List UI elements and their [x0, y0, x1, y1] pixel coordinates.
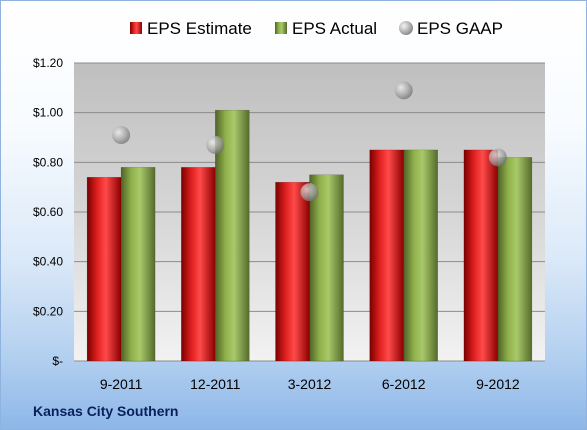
bar-eps-estimate: [275, 181, 310, 362]
bar-eps-estimate: [463, 149, 499, 362]
y-tick-label: $1.20: [33, 56, 63, 70]
marker-eps-gaap: [206, 135, 225, 154]
legend-item-eps-gaap: EPS GAAP: [399, 19, 503, 38]
y-tick-label: $0.20: [33, 304, 63, 318]
y-tick-label: $0.80: [33, 155, 63, 169]
y-tick-label: $0.60: [33, 205, 63, 219]
y-tick-label: $1.00: [33, 106, 63, 120]
x-axis-tick-labels: 9-2011 12-2011 3-2012 6-2012 9-2012: [100, 376, 520, 392]
y-axis-tick-labels: $- $0.20 $0.40 $0.60 $0.80 $1.00 $1.20: [33, 56, 63, 368]
company-name: Kansas City Southern: [33, 403, 179, 419]
bar-eps-actual: [497, 157, 533, 362]
y-tick-label: $-: [52, 354, 63, 368]
legend-item-eps-actual: EPS Actual: [275, 19, 377, 38]
bar-eps-estimate: [181, 167, 216, 362]
bars: [86, 109, 533, 362]
marker-eps-gaap: [300, 183, 319, 202]
bar-eps-estimate: [369, 149, 404, 362]
legend-label-eps-actual: EPS Actual: [292, 19, 377, 38]
marker-eps-gaap: [488, 148, 507, 167]
marker-eps-gaap: [394, 81, 413, 100]
x-tick-label: 3-2012: [288, 376, 332, 392]
bar-eps-estimate: [86, 176, 122, 362]
legend-swatch-eps-estimate: [130, 22, 142, 34]
bar-eps-actual: [120, 167, 156, 362]
legend-item-eps-estimate: EPS Estimate: [130, 19, 252, 38]
bar-eps-actual: [215, 109, 250, 362]
bar-eps-actual: [403, 149, 438, 362]
x-tick-label: 9-2011: [100, 376, 143, 392]
gaap-markers: [112, 81, 507, 202]
legend-label-eps-gaap: EPS GAAP: [417, 19, 503, 38]
x-tick-label: 9-2012: [476, 376, 520, 392]
x-tick-label: 12-2011: [190, 376, 241, 392]
legend-swatch-eps-actual: [275, 22, 287, 34]
bar-eps-actual: [309, 174, 344, 362]
legend-swatch-eps-gaap: [399, 21, 413, 35]
marker-eps-gaap: [112, 126, 131, 145]
legend-label-eps-estimate: EPS Estimate: [147, 19, 252, 38]
x-tick-label: 6-2012: [382, 376, 426, 392]
legend: EPS Estimate EPS Actual EPS GAAP: [130, 19, 503, 38]
y-tick-label: $0.40: [33, 255, 63, 269]
